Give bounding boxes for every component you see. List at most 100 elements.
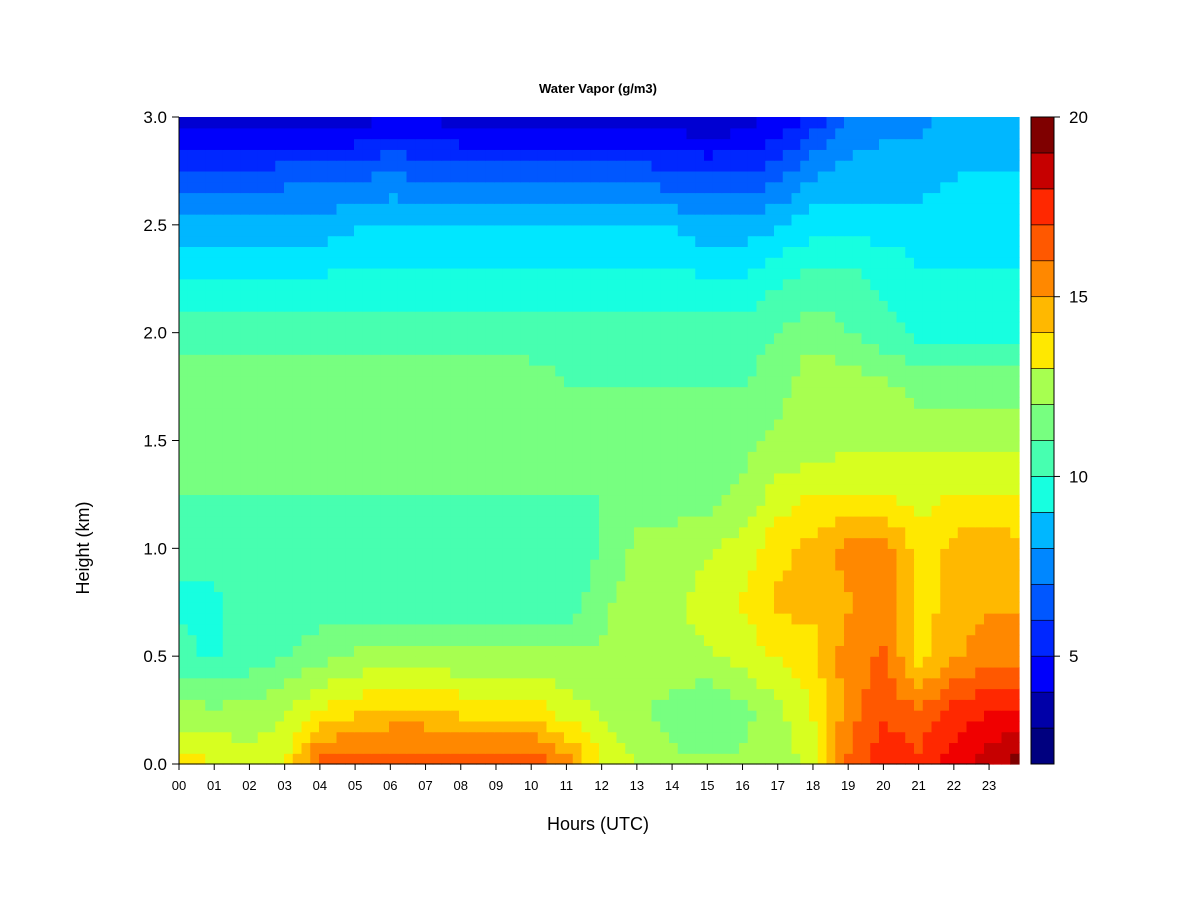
heatmap-cell [249,203,259,215]
heatmap-cell [992,742,1003,754]
heatmap-cell [712,246,723,258]
heatmap-cell [861,451,871,463]
heatmap-cell [642,559,653,571]
heatmap-cell [922,472,933,485]
heatmap-cell [310,214,320,226]
heatmap-cell [625,666,635,679]
heatmap-cell [1001,569,1011,582]
heatmap-cell [625,311,635,323]
heatmap-cell [546,710,556,722]
heatmap-cell [564,602,574,614]
heatmap-cell [774,343,784,355]
heatmap-cell [441,548,451,560]
heatmap-cell [459,731,469,744]
heatmap-cell [537,731,548,744]
heatmap-cell [599,397,609,409]
heatmap-cell [564,645,574,657]
heatmap-cell [957,451,968,463]
heatmap-cell [642,591,653,603]
heatmap-cell [992,623,1003,636]
heatmap-cell [362,462,373,474]
heatmap-cell [992,731,1003,744]
heatmap-cell [240,483,250,496]
heatmap-cell [992,278,1003,291]
heatmap-cell [782,300,793,312]
heatmap-cell [310,742,320,754]
heatmap-cell [607,483,618,496]
heatmap-cell [336,613,346,625]
heatmap-cell [975,300,985,312]
heatmap-cell [800,537,810,549]
heatmap-cell [520,300,530,312]
heatmap-cell [424,332,434,345]
heatmap-cell [922,440,933,452]
heatmap-cell [336,311,346,323]
heatmap-cell [616,515,626,528]
heatmap-cell [896,505,906,517]
heatmap-cell [511,483,521,496]
heatmap-cell [1010,720,1020,733]
heatmap-cell [257,311,268,323]
heatmap-cell [791,483,801,496]
heatmap-cell [957,537,968,549]
heatmap-cell [625,688,635,700]
heatmap-cell [817,526,828,539]
heatmap-cell [240,472,250,485]
heatmap-cell [975,656,985,668]
heatmap-cell [572,375,583,388]
heatmap-cell [966,602,976,614]
heatmap-cell [371,515,381,528]
heatmap-cell [397,677,408,690]
heatmap-cell [809,720,819,733]
heatmap-cell [284,321,294,334]
heatmap-cell [739,300,749,312]
heatmap-cell [310,246,320,258]
heatmap-cell [931,267,941,280]
heatmap-cell [590,515,600,528]
heatmap-cell [450,634,460,646]
heatmap-cell [476,321,486,334]
heatmap-cell [651,494,661,506]
heatmap-cell [896,677,906,690]
heatmap-cell [695,246,705,258]
heatmap-cell [660,354,670,366]
heatmap-cell [651,526,661,539]
heatmap-cell [704,267,714,280]
heatmap-cell [984,386,994,398]
heatmap-cell [327,677,338,690]
heatmap-cell [634,688,644,700]
heatmap-cell [275,742,285,754]
heatmap-cell [581,483,591,496]
heatmap-cell [205,559,215,571]
heatmap-cell [179,656,189,668]
heatmap-cell [424,397,434,409]
heatmap-cell [870,515,880,528]
heatmap-cell [520,343,530,355]
heatmap-cell [275,677,285,690]
heatmap-cell [634,267,644,280]
heatmap-cell [704,235,714,247]
heatmap-cell [870,742,880,754]
heatmap-cell [546,505,556,517]
heatmap-cell [292,311,303,323]
heatmap-cell [686,332,696,345]
heatmap-cell [914,343,924,355]
heatmap-cell [214,300,224,312]
heatmap-cell [362,235,373,247]
heatmap-cell [459,214,469,226]
heatmap-cell [502,623,513,636]
heatmap-cell [511,613,521,625]
heatmap-cell [240,440,250,452]
heatmap-cell [1001,731,1011,744]
heatmap-cell [292,494,303,506]
heatmap-cell [625,559,635,571]
heatmap-cell [205,666,215,679]
heatmap-cell [949,418,959,431]
heatmap-cell [809,569,819,582]
heatmap-cell [301,246,311,258]
heatmap-cell [695,365,705,377]
heatmap-cell [546,311,556,323]
heatmap-cell [310,224,320,237]
heatmap-cell [809,311,819,323]
heatmap-cell [949,666,959,679]
